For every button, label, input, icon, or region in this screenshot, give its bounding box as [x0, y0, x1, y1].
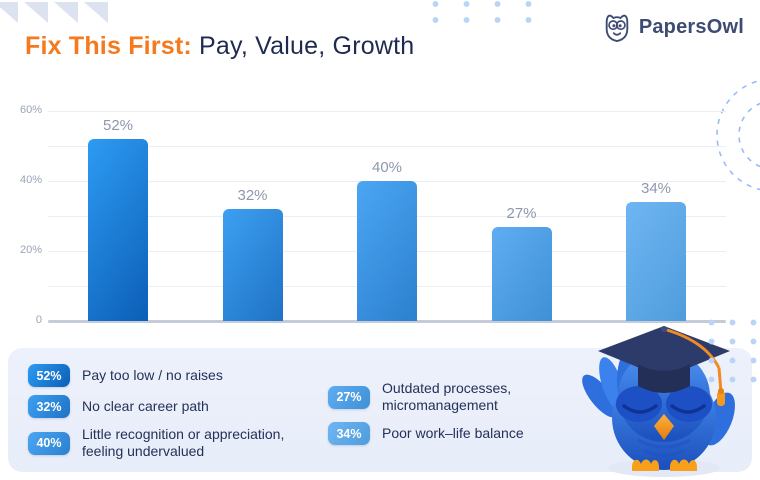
legend-item: 27% Outdated processes, micromanagement: [328, 380, 550, 414]
bar-value-label: 34%: [640, 180, 672, 197]
triangle-icon: [24, 2, 48, 23]
triangle-icon: [84, 2, 108, 23]
gridline: [48, 111, 726, 112]
owl-foot: [670, 459, 697, 471]
legend-badge: 34%: [328, 422, 370, 446]
legend-badge: 52%: [28, 364, 70, 387]
legend-label: No clear career path: [82, 397, 209, 414]
dots-pattern-top: [420, 0, 536, 26]
triangle-icon: [54, 2, 78, 23]
legend-item: 34% Poor work–life balance: [328, 422, 550, 446]
legend-item: 40% Little recognition or appreciation, f…: [28, 426, 317, 460]
owl-mascot: [582, 326, 735, 477]
x-axis-line: [48, 320, 726, 323]
legend-item: 52% Pay too low / no raises: [28, 364, 317, 387]
owl-beak: [654, 414, 674, 440]
y-axis-tick: 40%: [19, 174, 42, 186]
bar-outdated-processes-micro: [491, 226, 552, 321]
bar-chart: 60% 40% 20% 0 52% 32% 40% 27% 34%: [20, 104, 726, 326]
owl-foot: [632, 459, 659, 471]
legend-column-right: 27% Outdated processes, micromanagement 34…: [328, 380, 550, 446]
owl-eye-left: [616, 386, 662, 422]
bar-value-label: 32%: [237, 187, 268, 204]
bar-no-clear-career-path: [222, 209, 283, 321]
legend-badge: 27%: [328, 385, 370, 409]
dots-pattern-owl: [701, 313, 760, 393]
page-title: Fix This First: Pay, Value, Growth: [25, 32, 414, 61]
owl-logo-icon: [605, 14, 629, 43]
title-highlight: Fix This First:: [25, 32, 192, 60]
brand-logo: PapersOwl: [602, 11, 744, 43]
legend-badge: 32%: [28, 395, 70, 418]
gridline: [48, 146, 726, 147]
title-rest: Pay, Value, Growth: [191, 32, 415, 60]
legend-label: Outdated processes, micromanagement: [382, 380, 512, 414]
bar-poor-work-life-balance: [626, 202, 686, 321]
y-axis-tick: 0: [35, 314, 42, 326]
owl-eye-right: [666, 386, 712, 422]
y-axis-tick: 60%: [19, 104, 42, 116]
y-axis-tick: 20%: [19, 244, 42, 256]
bar-value-label: 52%: [102, 117, 134, 134]
legend-label: Poor work–life balance: [382, 425, 524, 442]
graduation-cap-icon: [598, 326, 730, 378]
brand-name: PapersOwl: [638, 15, 744, 38]
bar-pay-too-low-no-raises: [88, 139, 148, 321]
bar-value-label: 27%: [506, 204, 537, 222]
legend-label: Little recognition or appreciation, feel…: [82, 426, 285, 460]
legend-label: Pay too low / no raises: [82, 366, 223, 383]
legend-column-left: 52% Pay too low / no raises 32% No clear ca…: [28, 364, 317, 460]
legend-item: 32% No clear career path: [28, 395, 317, 418]
bar-value-label: 40%: [371, 159, 403, 176]
triangle-icon: [0, 2, 18, 23]
legend-badge: 40%: [28, 431, 70, 455]
bar-little-recognition-or-ap: [357, 181, 417, 321]
